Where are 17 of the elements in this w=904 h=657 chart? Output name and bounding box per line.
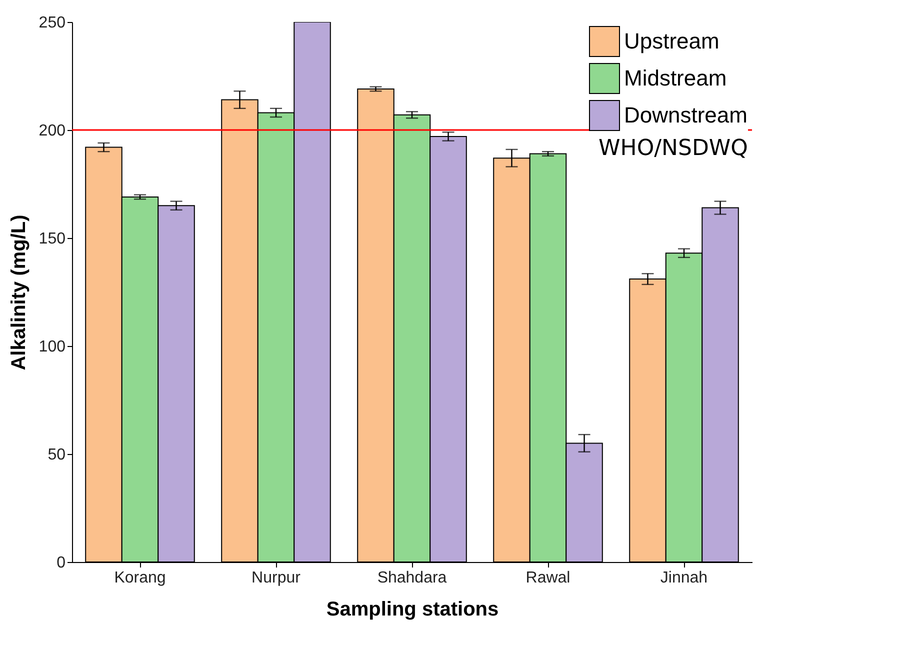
legend-label: Downstream bbox=[624, 102, 748, 128]
y-tick-label: 250 bbox=[38, 14, 66, 32]
y-tick-label: 150 bbox=[38, 230, 66, 248]
legend-label: Upstream bbox=[624, 28, 720, 54]
legend-label: Midstream bbox=[624, 66, 727, 90]
x-axis-title: Sampling stations bbox=[326, 598, 499, 620]
x-tick-label: Jinnah bbox=[660, 570, 708, 586]
y-axis-title: Alkalinity (mg/L) bbox=[8, 214, 30, 370]
y-tick-label: 50 bbox=[48, 446, 66, 464]
x-tick-label: Rawal bbox=[526, 570, 570, 586]
x-tick-label: Nurpur bbox=[252, 570, 302, 586]
y-tick-label: 0 bbox=[56, 554, 66, 572]
ref-line-label: WHO/NSDWQ bbox=[598, 136, 748, 161]
y-tick-label: 200 bbox=[38, 122, 66, 140]
x-tick-label: Shahdara bbox=[377, 570, 447, 586]
y-tick-label: 100 bbox=[38, 338, 66, 356]
x-tick-label: Korang bbox=[114, 570, 166, 586]
